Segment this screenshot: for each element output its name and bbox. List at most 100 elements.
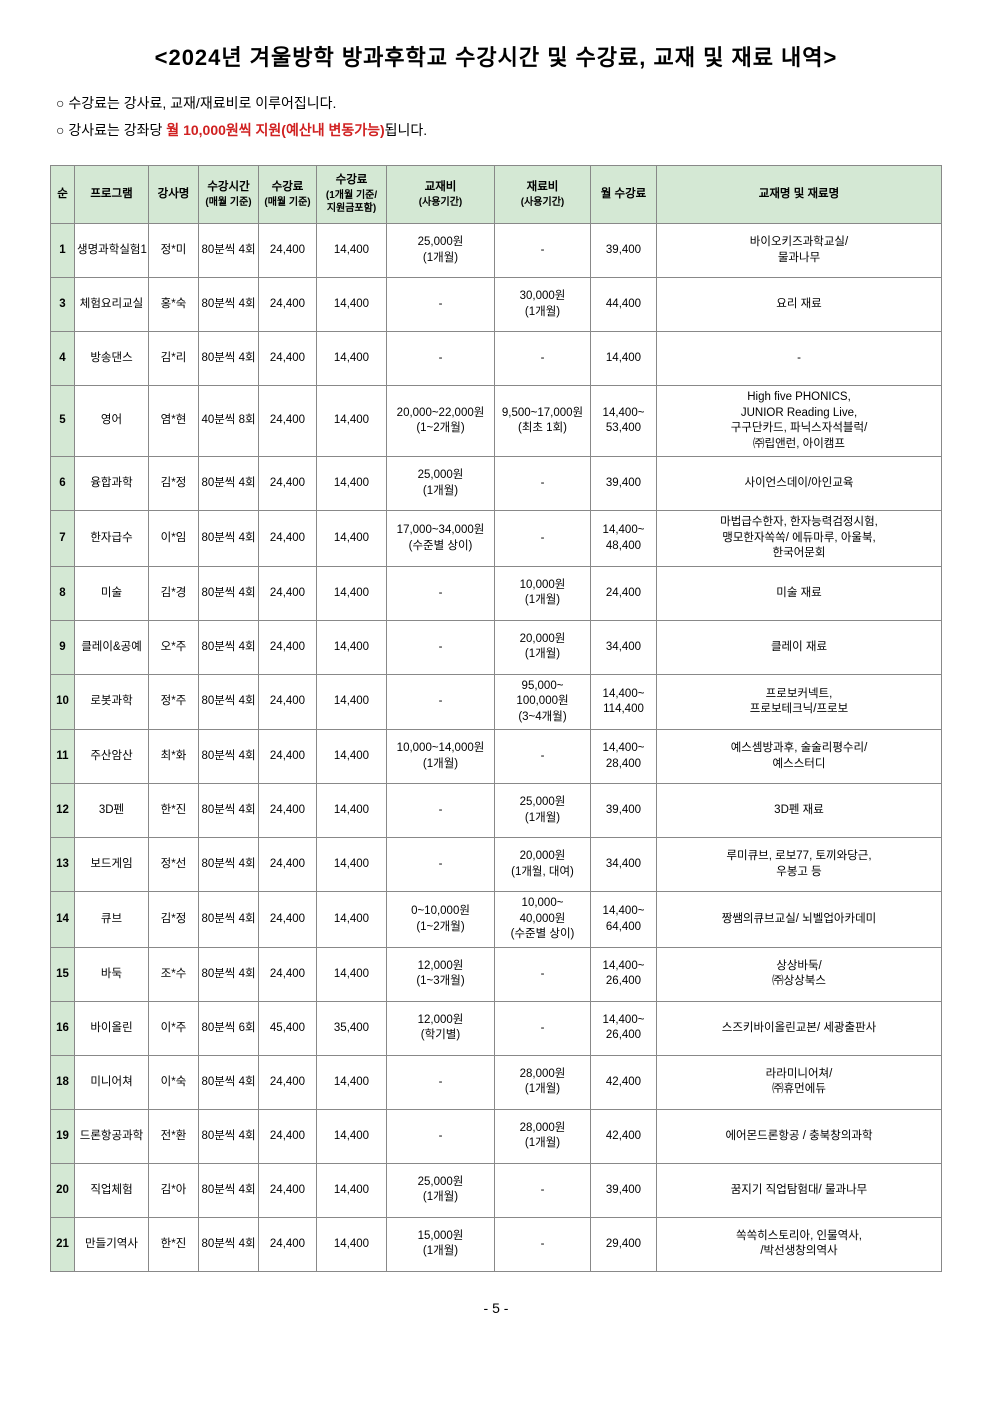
cell-names: 프로보커넥트,프로보테크닉/프로보 [657,674,942,730]
cell-fee2: 14,400 [317,386,387,457]
cell-fee2: 14,400 [317,566,387,620]
cell-time: 80분씩 4회 [199,224,259,278]
cell-material: 28,000원(1개월) [495,1109,591,1163]
cell-teacher: 김*경 [149,566,199,620]
cell-fee2: 14,400 [317,332,387,386]
cell-names: 클레이 재료 [657,620,942,674]
page-number: - 5 - [50,1300,942,1316]
cell-monthly: 14,400~114,400 [591,674,657,730]
cell-monthly: 14,400~64,400 [591,892,657,948]
cell-monthly: 39,400 [591,457,657,511]
table-row: 6융합과학김*정80분씩 4회24,40014,40025,000원(1개월)-… [51,457,942,511]
note-line-1: ○ 수강료는 강사료, 교재/재료비로 이루어집니다. [56,90,942,117]
cell-names: 사이언스데이/아인교육 [657,457,942,511]
cell-program: 미술 [75,566,149,620]
cell-program: 한자급수 [75,511,149,567]
th-names: 교재명 및 재료명 [657,166,942,224]
cell-teacher: 정*미 [149,224,199,278]
cell-program: 바이올린 [75,1001,149,1055]
th-fee1-main: 수강료 [272,181,304,193]
cell-names: 상상바둑/㈜상상북스 [657,947,942,1001]
th-fee1-sub: (매월 기준) [261,196,314,210]
cell-program: 드론항공과학 [75,1109,149,1163]
cell-names: 마법급수한자, 한자능력검정시험,맹모한자쏙쏙/ 에듀마루, 아울북,한국어문회 [657,511,942,567]
cell-teacher: 이*임 [149,511,199,567]
cell-fee1: 24,400 [259,674,317,730]
table-row: 14큐브김*정80분씩 4회24,40014,4000~10,000원(1~2개… [51,892,942,948]
cell-book: 25,000원(1개월) [387,224,495,278]
cell-material: - [495,332,591,386]
cell-num: 19 [51,1109,75,1163]
th-mat-main: 재료비 [527,181,559,193]
table-row: 21만들기역사한*진80분씩 4회24,40014,40015,000원(1개월… [51,1217,942,1271]
cell-fee2: 14,400 [317,224,387,278]
cell-monthly: 14,400~48,400 [591,511,657,567]
cell-fee1: 24,400 [259,838,317,892]
table-row: 18미니어쳐이*숙80분씩 4회24,40014,400-28,000원(1개월… [51,1055,942,1109]
cell-teacher: 한*진 [149,784,199,838]
cell-fee1: 24,400 [259,1055,317,1109]
cell-material: - [495,457,591,511]
cell-book: 17,000~34,000원(수준별 상이) [387,511,495,567]
cell-book: - [387,566,495,620]
cell-program: 로봇과학 [75,674,149,730]
cell-book: 10,000~14,000원(1개월) [387,730,495,784]
cell-time: 80분씩 4회 [199,566,259,620]
cell-teacher: 이*숙 [149,1055,199,1109]
cell-num: 8 [51,566,75,620]
cell-fee1: 24,400 [259,947,317,1001]
table-row: 11주산암산최*화80분씩 4회24,40014,40010,000~14,00… [51,730,942,784]
cell-num: 1 [51,224,75,278]
cell-material: 95,000~100,000원(3~4개월) [495,674,591,730]
table-row: 4방송댄스김*리80분씩 4회24,40014,400--14,400- [51,332,942,386]
cell-teacher: 김*아 [149,1163,199,1217]
cell-fee2: 14,400 [317,674,387,730]
table-row: 16바이올린이*주80분씩 6회45,40035,40012,000원(학기별)… [51,1001,942,1055]
cell-names: 쏙쏙히스토리아, 인물역사,/박선생창의역사 [657,1217,942,1271]
cell-material: - [495,730,591,784]
cell-time: 80분씩 4회 [199,1109,259,1163]
cell-monthly: 39,400 [591,784,657,838]
cell-monthly: 39,400 [591,224,657,278]
cell-book: 0~10,000원(1~2개월) [387,892,495,948]
cell-names: 라라미니어쳐/㈜휴먼에듀 [657,1055,942,1109]
cell-teacher: 조*수 [149,947,199,1001]
th-time-sub: (매월 기준) [201,196,256,210]
cell-names: 바이오키즈과학교실/물과나무 [657,224,942,278]
cell-num: 10 [51,674,75,730]
cell-num: 15 [51,947,75,1001]
cell-num: 9 [51,620,75,674]
cell-fee1: 24,400 [259,784,317,838]
note2-prefix: ○ 강사료는 강좌당 [56,122,166,138]
cell-program: 보드게임 [75,838,149,892]
table-row: 8미술김*경80분씩 4회24,40014,400-10,000원(1개월)24… [51,566,942,620]
table-row: 123D펜한*진80분씩 4회24,40014,400-25,000원(1개월)… [51,784,942,838]
table-row: 9클레이&공예오*주80분씩 4회24,40014,400-20,000원(1개… [51,620,942,674]
cell-material: - [495,224,591,278]
cell-names: High five PHONICS,JUNIOR Reading Live,구구… [657,386,942,457]
th-mat-sub: (사용기간) [497,196,588,210]
cell-time: 80분씩 6회 [199,1001,259,1055]
cell-monthly: 44,400 [591,278,657,332]
cell-num: 20 [51,1163,75,1217]
cell-program: 방송댄스 [75,332,149,386]
fee-table: 순 프로그램 강사명 수강시간 (매월 기준) 수강료 (매월 기준) 수강료 … [50,165,942,1272]
cell-fee2: 35,400 [317,1001,387,1055]
cell-time: 80분씩 4회 [199,674,259,730]
cell-time: 80분씩 4회 [199,278,259,332]
cell-time: 80분씩 4회 [199,511,259,567]
th-material: 재료비 (사용기간) [495,166,591,224]
cell-fee2: 14,400 [317,947,387,1001]
cell-book: - [387,784,495,838]
cell-monthly: 24,400 [591,566,657,620]
cell-time: 80분씩 4회 [199,457,259,511]
cell-program: 체험요리교실 [75,278,149,332]
cell-book: - [387,1109,495,1163]
cell-program: 융합과학 [75,457,149,511]
cell-teacher: 김*정 [149,892,199,948]
cell-time: 80분씩 4회 [199,892,259,948]
cell-program: 직업체험 [75,1163,149,1217]
cell-names: 에어몬드론항공 / 충북창의과학 [657,1109,942,1163]
th-time: 수강시간 (매월 기준) [199,166,259,224]
cell-program: 주산암산 [75,730,149,784]
